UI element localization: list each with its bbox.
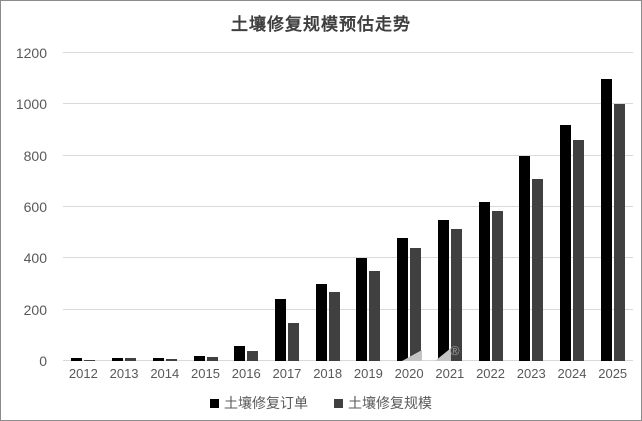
- bar-group-2022: [470, 53, 511, 361]
- x-axis-label: 2012: [68, 366, 98, 381]
- x-axis-label: 2023: [516, 366, 546, 381]
- bar-group-2019: [348, 53, 389, 361]
- x-axis-label: 2020: [394, 366, 424, 381]
- bar: [274, 299, 286, 361]
- gridline: [63, 154, 633, 156]
- legend-item: 土壤修复订单: [210, 393, 308, 413]
- bar: [287, 322, 299, 361]
- bar-group-2015: [185, 53, 226, 361]
- legend-item: 土壤修复规模: [334, 393, 432, 413]
- watermark-shape-icon: [435, 348, 451, 361]
- bar: [369, 271, 381, 361]
- plot-area: [63, 52, 633, 361]
- bar: [397, 237, 409, 361]
- bar-group-2012: [63, 53, 104, 361]
- bar-group-2018: [307, 53, 348, 361]
- bar-group-2013: [104, 53, 145, 361]
- bar: [84, 359, 96, 361]
- bar: [437, 219, 449, 361]
- bar-group-2024: [552, 53, 593, 361]
- legend: 土壤修复订单 土壤修复规模: [1, 393, 641, 413]
- watermark-registered-icon: ®: [450, 343, 460, 358]
- bar: [491, 210, 503, 361]
- legend-swatch-icon: [210, 398, 219, 408]
- gridline: [63, 103, 633, 105]
- bar-groups: [63, 53, 633, 361]
- x-axis-label: 2017: [272, 366, 302, 381]
- bar: [572, 140, 584, 361]
- y-axis-label: 0: [39, 353, 47, 369]
- y-axis-label: 400: [23, 250, 47, 267]
- bar: [247, 350, 259, 361]
- bar: [112, 358, 124, 361]
- y-axis-label: 800: [23, 147, 47, 164]
- bar-group-2017: [267, 53, 308, 361]
- x-axis: 2012 2013 2014 2015 2016 2017 2018 2019 2020 2021…: [63, 366, 633, 381]
- bar: [600, 78, 612, 361]
- gridline: [63, 257, 633, 259]
- y-axis-label: 200: [23, 301, 47, 318]
- x-axis-label: 2019: [353, 366, 383, 381]
- x-axis-label: 2025: [598, 366, 628, 381]
- chart-title: 土壤修复规模预估走势: [231, 15, 411, 34]
- bar: [315, 284, 327, 361]
- y-axis-label: 1200: [15, 45, 47, 61]
- bar: [450, 228, 462, 361]
- bar: [71, 358, 83, 361]
- bar: [165, 358, 177, 361]
- bar-group-2021: [429, 53, 470, 361]
- bar-group-2023: [511, 53, 552, 361]
- bar: [559, 124, 571, 361]
- bar-group-2014: [144, 53, 185, 361]
- legend-label: 土壤修复规模: [348, 395, 432, 411]
- x-axis-label: 2014: [150, 366, 180, 381]
- x-axis-label: 2013: [109, 366, 139, 381]
- bar: [193, 355, 205, 361]
- bar: [478, 201, 490, 361]
- x-axis-label: 2016: [231, 366, 261, 381]
- x-axis-label: 2015: [191, 366, 220, 381]
- bar: [234, 345, 246, 361]
- x-axis-label: 2024: [557, 366, 587, 381]
- bar: [356, 258, 368, 361]
- gridline: [63, 360, 633, 361]
- bar: [519, 155, 531, 361]
- y-axis-label: 1000: [15, 96, 47, 113]
- x-axis-label: 2022: [476, 366, 505, 381]
- bar-group-2025: [592, 53, 633, 361]
- gridline: [63, 52, 633, 53]
- bar-group-2016: [226, 53, 267, 361]
- bar: [613, 104, 625, 361]
- y-axis: 0 200 400 600 800 1000 1200: [1, 45, 53, 369]
- gridline: [63, 308, 633, 310]
- bar: [125, 358, 137, 361]
- bar: [152, 358, 164, 361]
- watermark-shape-icon: [402, 350, 422, 361]
- legend-label: 土壤修复订单: [224, 395, 308, 411]
- bar: [206, 357, 218, 361]
- legend-swatch-icon: [334, 398, 343, 408]
- bar: [328, 291, 340, 361]
- gridline: [63, 206, 633, 207]
- bar: [410, 248, 422, 361]
- x-axis-label: 2018: [313, 366, 343, 381]
- x-axis-label: 2021: [435, 366, 465, 381]
- bar: [532, 178, 544, 361]
- bar-group-2020: [389, 53, 430, 361]
- y-axis-label: 600: [23, 199, 47, 215]
